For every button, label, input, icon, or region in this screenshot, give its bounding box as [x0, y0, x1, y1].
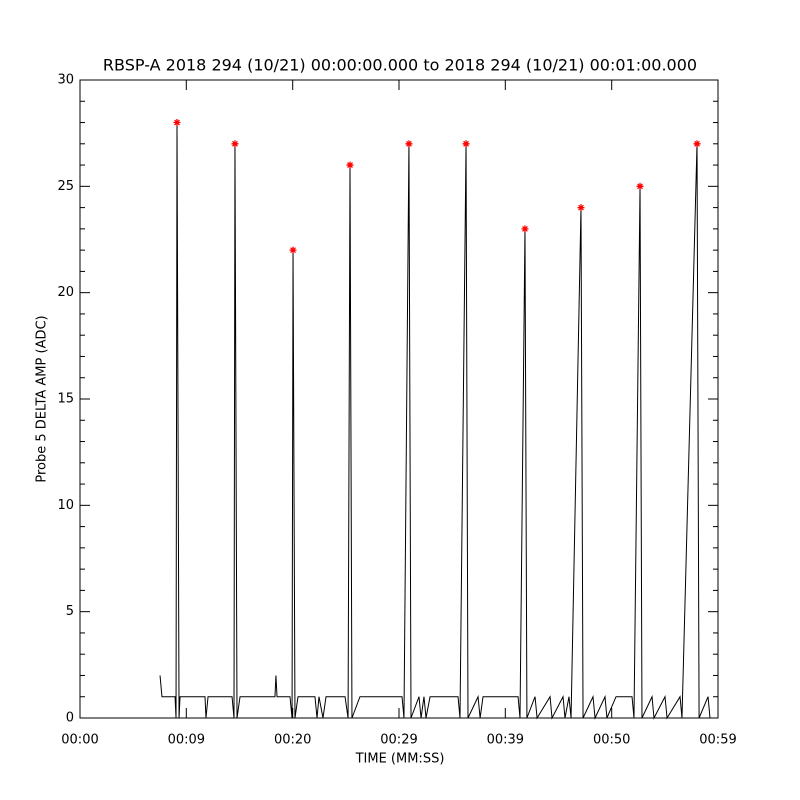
- y-tick-label: 30: [57, 73, 74, 88]
- peak-marker: [462, 140, 470, 148]
- peak-marker: [693, 140, 701, 148]
- x-tick-label: 00:59: [699, 733, 736, 748]
- peak-marker: [173, 119, 181, 127]
- peak-marker: [577, 204, 585, 212]
- peak-marker: [289, 246, 297, 254]
- y-tick-label: 15: [57, 392, 74, 407]
- x-tick-label: 00:50: [593, 733, 630, 748]
- peak-marker: [405, 140, 413, 148]
- peak-marker: [346, 161, 354, 169]
- y-axis-label: Probe 5 DELTA AMP (ADC): [35, 315, 50, 482]
- x-tick-label: 00:29: [380, 733, 417, 748]
- peak-marker: [521, 225, 529, 233]
- peak-marker: [636, 182, 644, 190]
- y-tick-label: 10: [57, 498, 74, 513]
- x-axis-label: TIME (MM:SS): [355, 752, 445, 767]
- y-tick-label: 25: [57, 179, 74, 194]
- x-tick-label: 00:00: [61, 733, 98, 748]
- x-tick-label: 00:20: [274, 733, 311, 748]
- y-tick-label: 5: [66, 604, 74, 619]
- data-line: [159, 122, 711, 720]
- y-tick-label: 0: [66, 711, 74, 726]
- x-tick-label: 00:09: [168, 733, 205, 748]
- peak-marker: [231, 140, 239, 148]
- chart-title: RBSP-A 2018 294 (10/21) 00:00:00.000 to …: [103, 56, 697, 75]
- x-tick-label: 00:39: [487, 733, 524, 748]
- y-tick-label: 20: [57, 285, 74, 300]
